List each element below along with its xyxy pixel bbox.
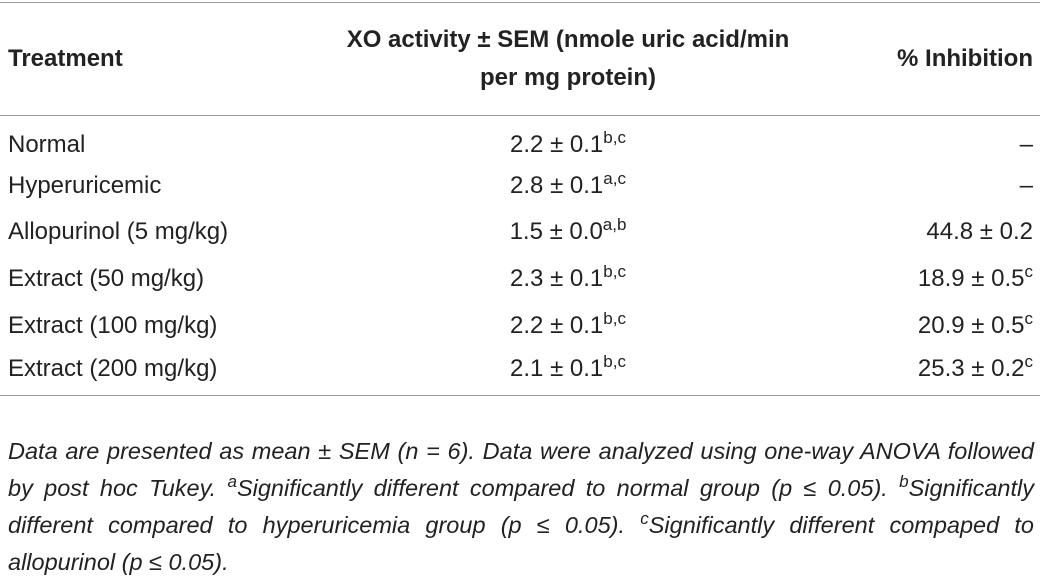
- cell-superscript: a,c: [603, 168, 626, 188]
- cell-superscript: b,c: [603, 261, 626, 281]
- footnote-text: Significantly different compared to norm…: [236, 475, 888, 501]
- table-cell: Allopurinol (5 mg/kg): [0, 209, 338, 256]
- table-cell: 18.9 ± 0.5c: [798, 256, 1040, 303]
- table-cell: Extract (50 mg/kg): [0, 256, 338, 303]
- cell-text: 2.2 ± 0.1: [510, 311, 604, 339]
- cell-text: 44.8 ± 0.2: [926, 218, 1033, 246]
- table-row: Normal 2.2 ± 0.1b,c –: [0, 116, 1040, 163]
- table-row: Hyperuricemic 2.8 ± 0.1a,c –: [0, 162, 1040, 209]
- cell-text: 2.8 ± 0.1: [510, 171, 604, 199]
- cell-superscript: c: [1024, 352, 1034, 372]
- footnote-text: Significantly different compaped to allo…: [8, 512, 1034, 575]
- footnote-mark: c: [640, 509, 649, 528]
- table-cell: 1.5 ± 0.0a,b: [338, 209, 798, 256]
- table-cell: Extract (100 mg/kg): [0, 302, 338, 349]
- cell-text: Extract (50 mg/kg): [8, 264, 205, 292]
- cell-text: Extract (100 mg/kg): [8, 311, 218, 339]
- footnote-text: Significantly different compared to hype…: [8, 475, 1034, 538]
- table-row: Allopurinol (5 mg/kg) 1.5 ± 0.0a,b 44.8 ± …: [0, 209, 1040, 256]
- cell-text: Hyperuricemic: [8, 171, 162, 199]
- cell-superscript: b,c: [603, 308, 626, 328]
- table-cell: Hyperuricemic: [0, 162, 338, 209]
- cell-text: Normal: [8, 131, 86, 159]
- table-cell: 2.2 ± 0.1b,c: [338, 116, 798, 163]
- header-cell: % Inhibition: [897, 45, 1033, 72]
- footnote-mark: a: [227, 472, 237, 491]
- cell-text: 25.3 ± 0.2: [917, 355, 1025, 383]
- cell-superscript: b,c: [603, 128, 626, 148]
- header-cell: Treatment: [8, 45, 123, 72]
- table-cell: 25.3 ± 0.2c: [798, 349, 1040, 396]
- cell-text: 18.9 ± 0.5: [917, 264, 1025, 292]
- cell-superscript: c: [1024, 261, 1034, 281]
- table-cell: 2.2 ± 0.1b,c: [338, 302, 798, 349]
- table-cell: Normal: [0, 116, 338, 163]
- table-cell: 2.3 ± 0.1b,c: [338, 256, 798, 303]
- table-row: Extract (50 mg/kg) 2.3 ± 0.1b,c 18.9 ± 0.5…: [0, 256, 1040, 303]
- footnote-intro: Data are presented as mean ± SEM (n = 6)…: [8, 438, 1034, 501]
- table-body: Normal 2.2 ± 0.1b,c – Hyperuricemic 2.8 ± 0.…: [0, 116, 1040, 396]
- footnote: Data are presented as mean ± SEM (n = 6)…: [8, 433, 1034, 581]
- table-row: Extract (100 mg/kg) 2.2 ± 0.1b,c 20.9 ± 0.…: [0, 302, 1040, 349]
- cell-text: 2.2 ± 0.1: [510, 131, 604, 159]
- table-cell: –: [798, 116, 1040, 163]
- table-cell: –: [798, 162, 1040, 209]
- header-cell: XO activity ± SEM (nmole uric acid/min p…: [346, 26, 790, 91]
- cell-text: 1.5 ± 0.0: [509, 218, 603, 246]
- cell-text: Extract (200 mg/kg): [8, 355, 218, 383]
- cell-superscript: a,b: [602, 215, 627, 235]
- table-cell: 2.1 ± 0.1b,c: [338, 349, 798, 396]
- table-header: Treatment XO activity ± SEM (nmole uric …: [0, 2, 1040, 116]
- cell-superscript: c: [1024, 308, 1034, 328]
- cell-text: –: [1019, 131, 1033, 159]
- table-cell: Extract (200 mg/kg): [0, 349, 338, 396]
- cell-text: 2.3 ± 0.1: [510, 264, 604, 292]
- cell-text: 2.1 ± 0.1: [510, 355, 604, 383]
- table-row: Extract (200 mg/kg) 2.1 ± 0.1b,c 25.3 ± 0.…: [0, 349, 1040, 396]
- cell-text: Allopurinol (5 mg/kg): [8, 218, 229, 246]
- data-table: Treatment XO activity ± SEM (nmole uric …: [0, 2, 1040, 396]
- cell-text: 20.9 ± 0.5: [917, 311, 1025, 339]
- cell-text: –: [1019, 171, 1033, 199]
- table-cell: 2.8 ± 0.1a,c: [338, 162, 798, 209]
- cell-superscript: b,c: [603, 352, 626, 372]
- header-row: Treatment XO activity ± SEM (nmole uric …: [0, 3, 1040, 116]
- footnote-mark: b: [899, 472, 909, 491]
- table-cell: 20.9 ± 0.5c: [798, 302, 1040, 349]
- table-cell: 44.8 ± 0.2: [798, 209, 1040, 256]
